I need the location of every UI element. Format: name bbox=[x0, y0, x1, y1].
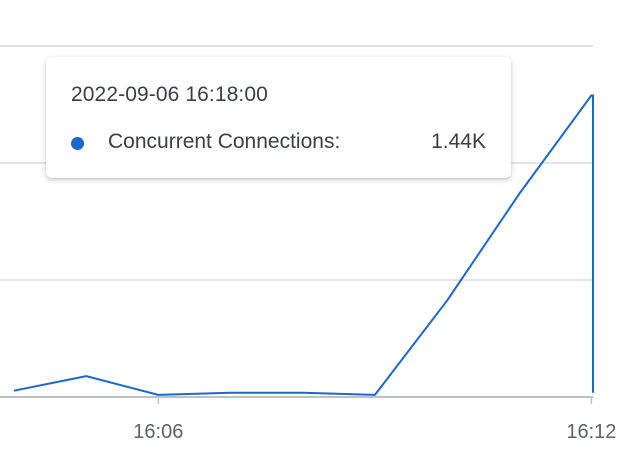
tooltip-series-label: Concurrent Connections: bbox=[108, 130, 341, 153]
x-axis-ticks bbox=[157, 397, 593, 404]
x-tick-label-1612: 16:12 bbox=[566, 421, 616, 443]
series-color-dot-icon bbox=[71, 137, 84, 150]
series-layer bbox=[13, 94, 594, 396]
x-tick-label-1606: 16:06 bbox=[133, 421, 183, 443]
series-line-1 bbox=[13, 94, 594, 396]
hover-tooltip: 2022-09-06 16:18:00 Concurrent Connectio… bbox=[46, 57, 511, 178]
tooltip-value: 1.44K bbox=[431, 130, 486, 153]
tooltip-timestamp: 2022-09-06 16:18:00 bbox=[71, 83, 268, 106]
